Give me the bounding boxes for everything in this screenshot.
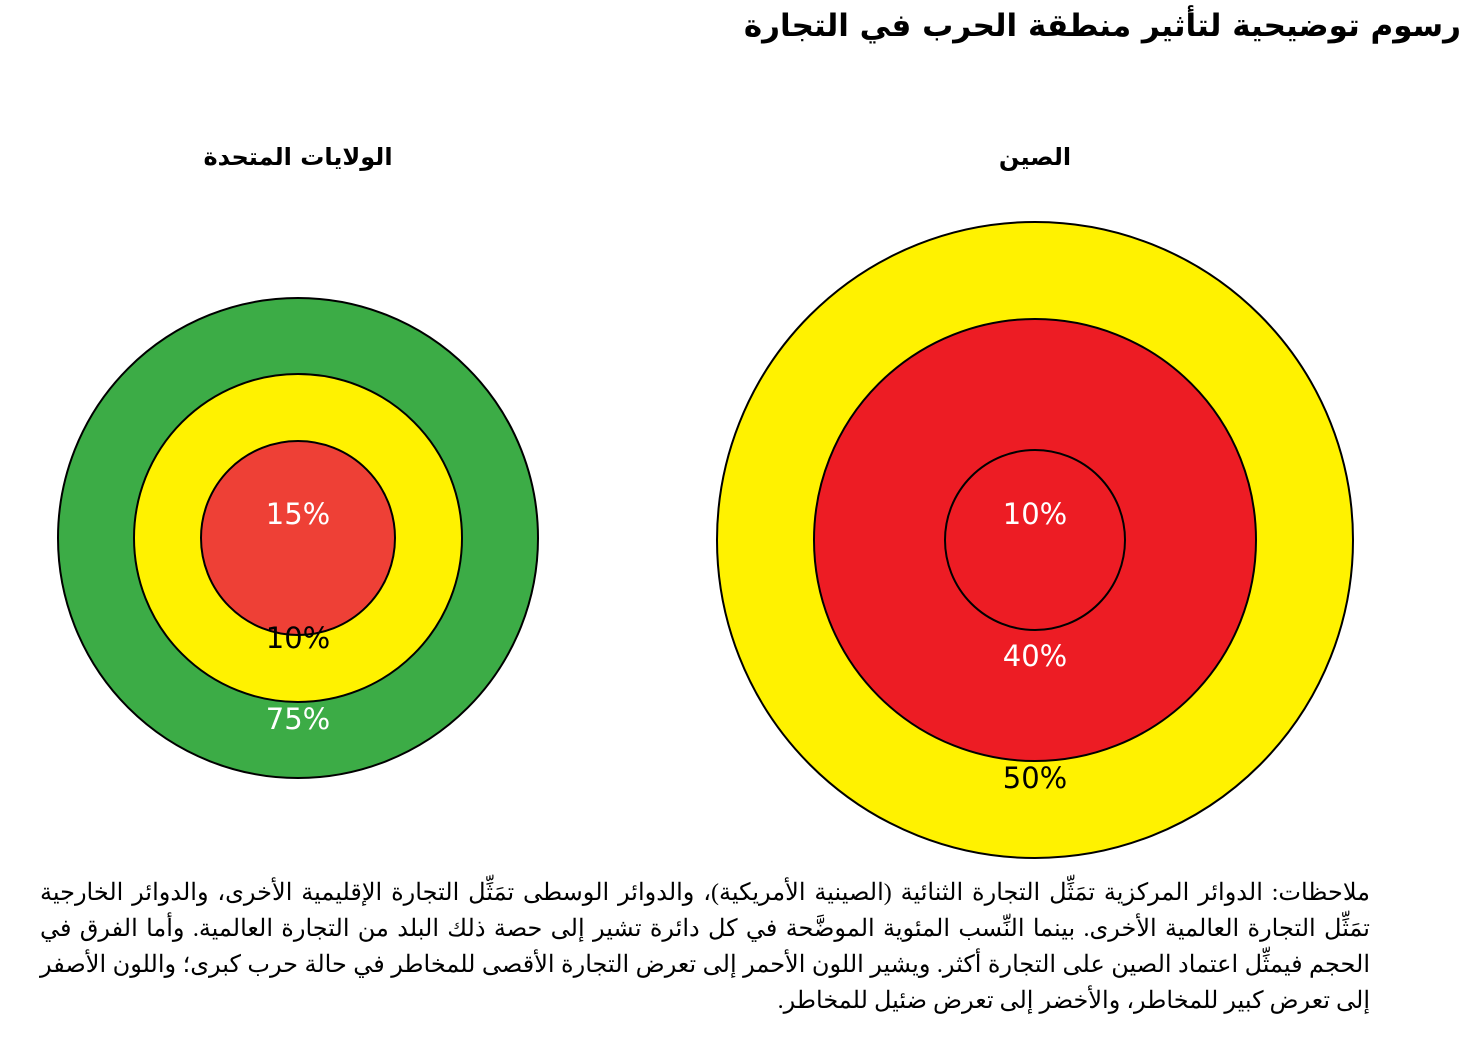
china-outer-label: 50%: [1003, 761, 1067, 795]
page-title: رسوم توضيحية لتأثير منطقة الحرب في التجا…: [743, 8, 1461, 44]
china-middle-label: 40%: [1003, 639, 1067, 673]
china-inner-ring: [944, 449, 1126, 631]
us-outer-label: 75%: [266, 702, 330, 736]
us-inner-label: 15%: [266, 497, 330, 531]
notes-paragraph: ملاحظات: الدوائر المركزية تمَثِّل التجار…: [40, 880, 1370, 1014]
china-rings: 50% 40% 10%: [716, 221, 1354, 859]
china-inner-label: 10%: [1003, 497, 1067, 531]
us-chart-title: الولايات المتحدة: [203, 143, 393, 171]
us-inner-ring: [200, 440, 396, 636]
us-middle-label: 10%: [266, 621, 330, 655]
us-rings: 75% 10% 15%: [57, 297, 539, 779]
china-chart-title: الصين: [998, 143, 1072, 171]
